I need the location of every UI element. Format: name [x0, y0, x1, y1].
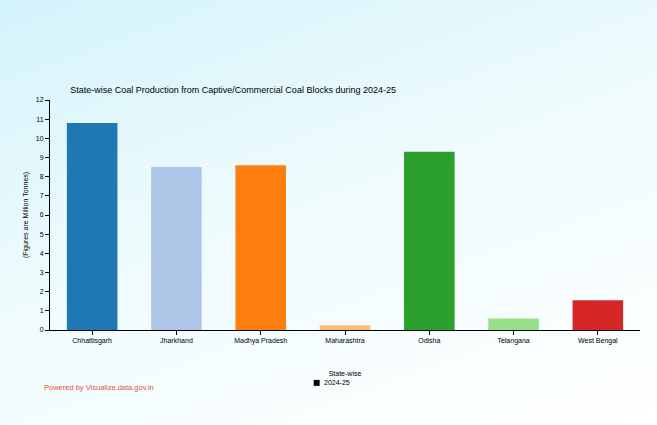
svg-text:1: 1 [40, 307, 44, 314]
svg-text:11: 11 [36, 116, 43, 123]
svg-text:6: 6 [40, 211, 44, 218]
svg-text:7: 7 [40, 192, 44, 199]
svg-text:Telangana: Telangana [497, 337, 529, 345]
svg-text:12: 12 [36, 96, 44, 103]
svg-text:9: 9 [40, 154, 44, 161]
svg-text:(Figures are Million Tonnes): (Figures are Million Tonnes) [22, 172, 30, 258]
svg-text:2: 2 [40, 288, 44, 295]
svg-text:3: 3 [40, 269, 44, 276]
svg-text:Odisha: Odisha [418, 337, 440, 344]
svg-text:Maharashtra: Maharashtra [325, 337, 364, 344]
svg-text:State-wise: State-wise [329, 370, 362, 377]
svg-text:Chhattisgarh: Chhattisgarh [72, 337, 112, 345]
svg-text:4: 4 [40, 250, 44, 257]
svg-text:0: 0 [40, 326, 44, 333]
svg-text:2024-25: 2024-25 [324, 379, 350, 386]
svg-text:West Bengal: West Bengal [578, 337, 618, 345]
svg-text:State-wise Coal Production fro: State-wise Coal Production from Captive/… [70, 85, 396, 95]
svg-text:10: 10 [36, 135, 44, 142]
svg-text:Powered by Visualize.data.gov.: Powered by Visualize.data.gov.in [44, 383, 154, 392]
svg-text:5: 5 [40, 231, 44, 238]
svg-text:Madhya Pradesh: Madhya Pradesh [234, 337, 287, 345]
svg-text:Jharkhand: Jharkhand [160, 337, 193, 344]
svg-text:8: 8 [40, 173, 44, 180]
